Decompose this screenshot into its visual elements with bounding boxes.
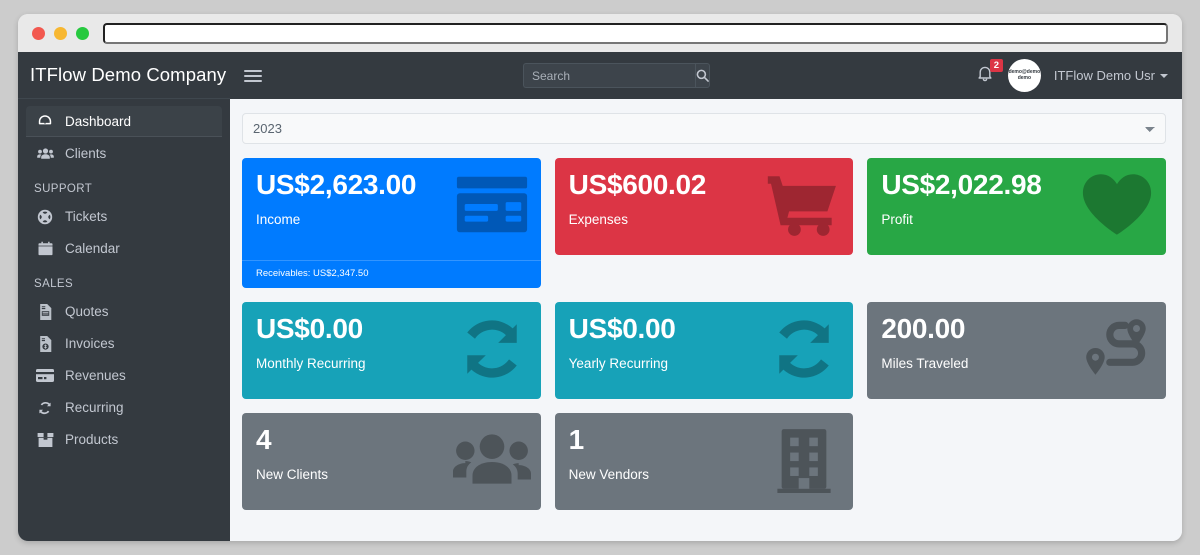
stat-value: US$0.00 (568, 313, 676, 344)
dashboard-icon (34, 113, 56, 129)
stat-label: Income (256, 211, 301, 227)
search-icon (696, 69, 709, 82)
top-navbar: 2 demo@demo demo ITFlow Demo Usr (230, 52, 1182, 99)
stat-value: 4 (256, 424, 272, 455)
stat-card-new-clients[interactable]: 4 New Clients (242, 413, 541, 510)
year-filter-select[interactable]: 2023 (242, 113, 1166, 144)
stat-value: 200.00 (881, 313, 966, 344)
users-icon (452, 427, 531, 493)
sidebar-item-label: Invoices (65, 336, 115, 351)
stat-card-yearly-recurring[interactable]: US$0.00 Yearly Recurring (554, 302, 854, 399)
bell-icon (978, 66, 992, 81)
sidebar-item-quotes[interactable]: Quotes (26, 296, 222, 327)
sidebar-item-label: Quotes (65, 304, 109, 319)
building-icon (765, 427, 843, 493)
sidebar-item-label: Recurring (65, 400, 124, 415)
stat-card-income[interactable]: US$2,623.00 Income (242, 158, 541, 288)
main-column: 2 demo@demo demo ITFlow Demo Usr 2023 (230, 52, 1182, 541)
shopping-cart-icon (765, 172, 843, 238)
sidebar-item-label: Clients (65, 146, 107, 161)
sidebar-section-support: SUPPORT (34, 183, 93, 195)
user-menu-label: ITFlow Demo Usr (1053, 68, 1155, 83)
sidebar-item-calendar[interactable]: Calendar (26, 233, 222, 264)
box-icon (34, 432, 56, 448)
sidebar-item-label: Calendar (65, 241, 120, 256)
route-icon (1078, 316, 1156, 382)
user-menu[interactable]: ITFlow Demo Usr (1054, 68, 1168, 83)
navbar-right: 2 demo@demo demo ITFlow Demo Usr (975, 58, 1168, 92)
stat-label: Profit (881, 211, 913, 227)
stat-value: 1 (568, 424, 585, 455)
sidebar-item-clients[interactable]: Clients (26, 138, 222, 169)
stat-card-profit[interactable]: US$2,022.98 Profit (867, 158, 1166, 255)
sidebar-item-products[interactable]: Products (26, 424, 222, 455)
life-ring-icon (34, 209, 56, 225)
calendar-icon (34, 241, 56, 257)
maximize-window-button[interactable] (76, 26, 89, 40)
sidebar-item-dashboard[interactable]: Dashboard (26, 106, 222, 137)
sidebar-item-label: Revenues (65, 368, 126, 383)
notifications-badge: 2 (989, 58, 1003, 72)
sidebar: ITFlow Demo Company Dashboard (18, 52, 230, 541)
dashboard-content: 2023 US$2,623.00 Income (230, 99, 1182, 541)
stat-card-grid: US$2,623.00 Income (242, 158, 1166, 510)
sidebar-nav: Dashboard Clients (18, 99, 230, 455)
sidebar-item-label: Dashboard (65, 113, 132, 129)
stat-card-new-vendors[interactable]: 1 New Vendors (554, 413, 854, 510)
search-input[interactable] (523, 63, 695, 88)
stat-value: US$600.02 (568, 169, 707, 200)
stat-value: US$2,623.00 (256, 169, 417, 200)
stat-footer: Receivables: US$2,347.50 (242, 260, 541, 288)
sync-icon (453, 316, 531, 382)
sync-icon (765, 316, 843, 382)
sidebar-item-recurring[interactable]: Recurring (26, 392, 222, 423)
sidebar-item-invoices[interactable]: Invoices (26, 328, 222, 359)
notifications-button[interactable]: 2 (975, 58, 1003, 89)
sidebar-item-label: Tickets (65, 209, 108, 224)
heart-icon (1078, 172, 1156, 238)
sidebar-item-label: Products (65, 432, 119, 447)
stat-label: Yearly Recurring (568, 355, 668, 371)
credit-card-icon (34, 368, 56, 384)
stat-card-monthly-recurring[interactable]: US$0.00 Monthly Recurring (242, 302, 541, 399)
users-icon (34, 146, 56, 162)
brand-title[interactable]: ITFlow Demo Company (18, 52, 230, 99)
stat-card-miles-traveled[interactable]: 200.00 Miles Traveled (867, 302, 1166, 399)
sidebar-item-tickets[interactable]: Tickets (26, 201, 222, 232)
stat-label: Monthly Recurring (256, 355, 366, 371)
app-viewport: ITFlow Demo Company Dashboard (18, 52, 1182, 541)
sync-icon (34, 400, 56, 416)
stat-label: Expenses (568, 211, 628, 227)
search-button[interactable] (695, 63, 710, 88)
stat-card-expenses[interactable]: US$600.02 Expenses (554, 158, 854, 255)
stat-label: Miles Traveled (881, 355, 969, 371)
stat-value: US$0.00 (256, 313, 363, 344)
close-window-button[interactable] (32, 26, 45, 40)
hamburger-icon[interactable] (240, 63, 266, 89)
minimize-window-button[interactable] (54, 26, 67, 40)
traffic-lights (32, 26, 89, 40)
chevron-down-icon (1160, 73, 1168, 78)
invoice-card-icon (453, 172, 531, 238)
stat-value: US$2,022.98 (881, 169, 1042, 200)
file-invoice-icon (34, 303, 56, 320)
browser-window: ITFlow Demo Company Dashboard (18, 14, 1182, 541)
avatar-line-2: demo (1017, 74, 1032, 81)
url-bar[interactable] (103, 22, 1168, 44)
file-invoice-dollar-icon (34, 335, 56, 352)
search-group (523, 63, 710, 88)
sidebar-section-sales: SALES (34, 278, 74, 290)
avatar-line-1: demo@demo (1008, 69, 1041, 76)
browser-chrome (18, 14, 1182, 52)
stat-label: New Clients (256, 466, 329, 482)
sidebar-item-revenues[interactable]: Revenues (26, 360, 222, 391)
stat-label: New Vendors (568, 466, 649, 482)
avatar[interactable]: demo@demo demo (1007, 59, 1041, 92)
